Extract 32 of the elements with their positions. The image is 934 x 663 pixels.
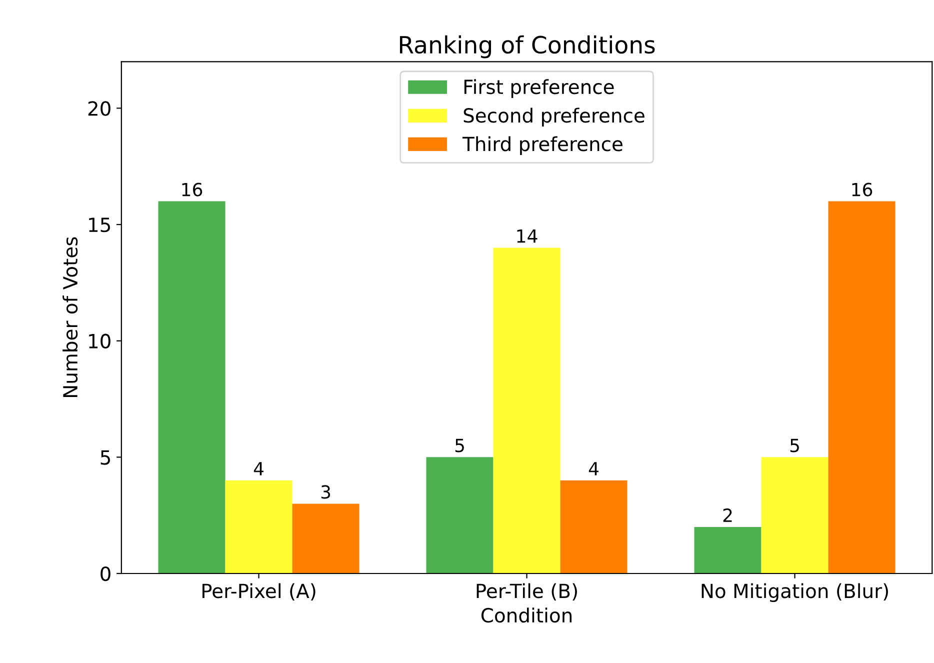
y-tick-label: 15 (89, 218, 110, 232)
data-label: 16 (182, 182, 202, 196)
x-tick-label: Per-Tile (B) (476, 583, 577, 601)
data-label: 5 (455, 438, 464, 452)
y-tick-label: 0 (100, 566, 110, 582)
data-label: 2 (723, 508, 732, 522)
chart-title: Ranking of Conditions (400, 35, 655, 58)
bar (158, 201, 226, 574)
bar (828, 201, 896, 574)
legend-label: First preference (464, 79, 614, 98)
bar (292, 504, 360, 574)
bar (761, 457, 828, 574)
data-label: 3 (321, 485, 330, 499)
data-label: 14 (517, 229, 538, 243)
data-label: 5 (790, 438, 799, 452)
legend-label: Second preference (464, 108, 644, 127)
bar (560, 480, 628, 574)
data-label: 16 (852, 182, 872, 196)
bar (493, 248, 560, 574)
x-axis-title: Condition (481, 608, 572, 623)
data-label: 4 (254, 462, 264, 476)
bar (694, 526, 762, 574)
y-axis-title: Number of Votes (62, 237, 78, 397)
x-tick-label: No Mitigation (Blur) (702, 583, 888, 602)
legend-label: Third preference (462, 136, 622, 156)
y-tick-label: 5 (100, 450, 110, 465)
bar (225, 480, 292, 574)
x-tick-label: Per-Pixel (A) (202, 583, 316, 601)
bar (426, 457, 494, 574)
y-tick-label: 20 (88, 101, 110, 116)
data-label: 4 (588, 462, 599, 476)
y-tick-label: 10 (89, 334, 110, 349)
